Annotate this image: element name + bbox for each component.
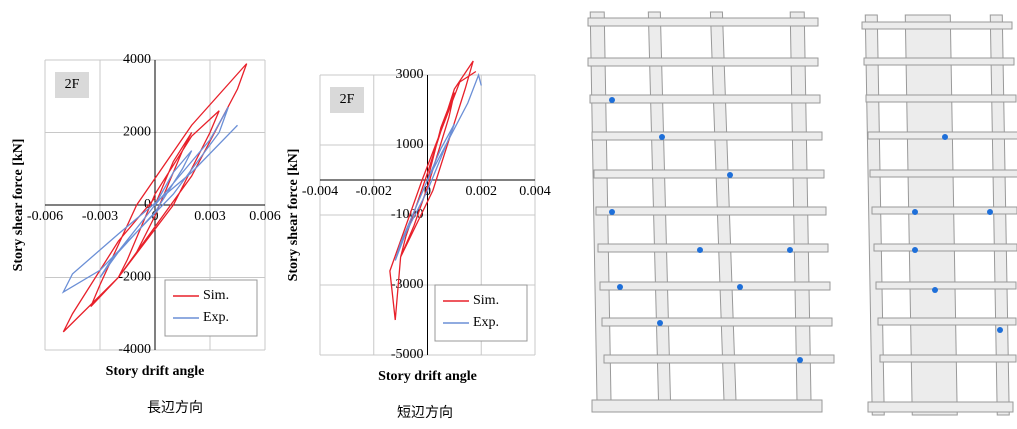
y-tick-label: -5000 <box>391 347 424 362</box>
x-axis-label: Story drift angle <box>106 364 205 379</box>
legend-label: Sim. <box>203 288 229 303</box>
y-tick-label: 2000 <box>123 125 151 140</box>
legend-label: Exp. <box>203 310 229 325</box>
caption: 短辺方向 <box>397 405 453 421</box>
x-tick-label: -0.002 <box>356 184 392 199</box>
y-tick-label: -4000 <box>118 342 151 357</box>
y-tick-label: 1000 <box>396 137 424 152</box>
legend-label: Exp. <box>473 315 499 330</box>
x-tick-label: 0.006 <box>249 209 281 224</box>
x-axis-label: Story drift angle <box>378 369 477 384</box>
annotation: 2F <box>65 77 80 92</box>
figure: -0.006-0.00300.0030.006-4000-20000200040… <box>0 0 1017 429</box>
y-tick-label: 3000 <box>396 67 424 82</box>
x-tick-label: 0.002 <box>466 184 498 199</box>
x-tick-label: -0.003 <box>82 209 118 224</box>
frame-model-long <box>588 12 834 412</box>
hysteresis-curve <box>395 75 481 261</box>
legend-label: Sim. <box>473 293 499 308</box>
x-tick-label: -0.004 <box>302 184 338 199</box>
caption: 長辺方向 <box>147 400 203 416</box>
annotation: 2F <box>340 92 355 107</box>
x-tick-label: 0.004 <box>519 184 551 199</box>
y-tick-label: 4000 <box>123 52 151 67</box>
frame-model-short <box>862 15 1017 415</box>
x-tick-label: -0.006 <box>27 209 63 224</box>
y-tick-label: -3000 <box>391 277 424 292</box>
x-tick-label: 0.003 <box>194 209 226 224</box>
y-axis-label: Story shear force [kN] <box>11 139 26 272</box>
y-axis-label: Story shear force [kN] <box>286 149 301 282</box>
